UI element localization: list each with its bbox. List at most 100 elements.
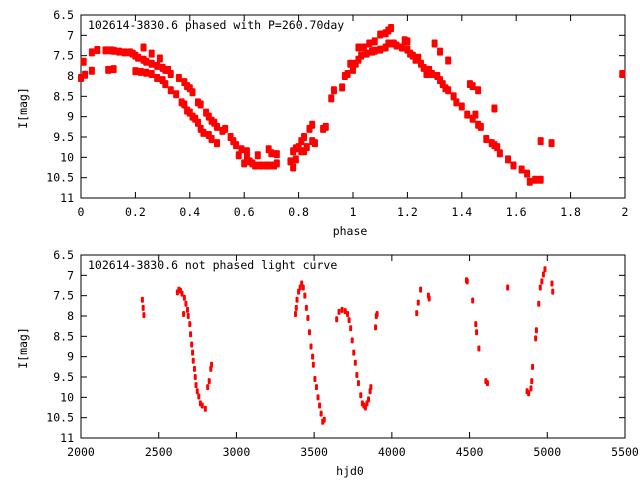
data-point: [189, 331, 193, 338]
data-point: [193, 374, 197, 380]
data-point: [252, 161, 259, 170]
data-point: [419, 286, 423, 293]
data-point: [537, 175, 544, 184]
data-point: [472, 110, 479, 119]
data-point: [367, 396, 371, 403]
data-point: [415, 53, 422, 62]
data-point: [303, 292, 307, 299]
data-point: [222, 124, 229, 133]
y-axis-label: I[mag]: [16, 327, 30, 369]
data-point: [273, 159, 280, 168]
data-point: [197, 100, 204, 109]
data-point: [148, 69, 155, 78]
data-point: [137, 67, 144, 76]
data-point: [316, 394, 320, 401]
data-point: [200, 402, 204, 409]
x-tick-label: 3000: [223, 445, 251, 459]
data-point: [208, 135, 215, 144]
data-point: [214, 139, 220, 148]
data-point: [233, 141, 240, 150]
data-point: [314, 384, 318, 391]
data-point: [328, 94, 335, 103]
data-point: [268, 149, 275, 158]
x-tick-label: 2: [622, 205, 629, 219]
data-point: [194, 382, 198, 389]
y-tick-label: 8: [67, 69, 74, 83]
data-point: [195, 388, 199, 395]
data-point: [428, 69, 435, 78]
data-point: [311, 139, 318, 148]
data-point: [102, 46, 109, 55]
data-point: [355, 371, 359, 378]
data-point: [534, 327, 538, 334]
data-point: [200, 128, 207, 137]
data-point: [358, 51, 365, 60]
y-tick-label: 7: [67, 268, 74, 282]
y-tick-label: 7.5: [53, 289, 74, 303]
y-tick-label: 8.5: [53, 329, 74, 343]
data-point: [477, 345, 481, 352]
data-point: [360, 43, 367, 52]
data-point: [191, 357, 195, 364]
data-point: [185, 306, 189, 313]
data-point: [135, 53, 142, 62]
data-point: [243, 147, 250, 156]
data-point: [192, 365, 196, 372]
x-tick-label: 4000: [378, 445, 406, 459]
data-point: [366, 39, 373, 48]
data-point: [524, 169, 531, 178]
data-point: [393, 41, 400, 50]
data-point: [437, 47, 444, 56]
y-tick-label: 10: [60, 390, 74, 404]
data-point: [537, 137, 544, 146]
data-point: [420, 63, 427, 72]
data-point: [203, 405, 207, 412]
data-point: [140, 43, 147, 52]
plot-title: 102614-3830.6 phased with P=260.70day: [88, 18, 344, 32]
data-point: [141, 304, 145, 311]
data-point: [148, 49, 155, 58]
y-tick-label: 6.5: [53, 248, 74, 262]
data-point: [110, 65, 117, 74]
data-point: [319, 410, 323, 417]
data-point: [483, 135, 490, 144]
data-point: [347, 59, 354, 68]
data-point: [142, 312, 146, 319]
data-point: [471, 297, 475, 304]
x-tick-label: 0: [78, 205, 85, 219]
data-point: [180, 290, 184, 297]
data-point: [88, 48, 95, 57]
x-tick-label: 2000: [67, 445, 95, 459]
data-point: [532, 175, 539, 184]
data-point: [377, 45, 384, 54]
data-point: [206, 384, 210, 391]
data-point: [450, 92, 457, 101]
unphased-plot: 102614-3830.6 not phased light curve hjd…: [16, 248, 639, 478]
data-point: [207, 378, 211, 385]
data-point: [322, 416, 326, 423]
data-point: [132, 67, 139, 76]
data-point: [350, 65, 356, 74]
data-point: [194, 118, 201, 127]
data-point: [474, 321, 478, 328]
data-point: [404, 37, 411, 46]
y-tick-label: 7.5: [53, 49, 74, 63]
data-point: [388, 24, 395, 33]
y-tick-label: 6.5: [53, 8, 74, 22]
data-point: [518, 165, 525, 174]
y-tick-label: 10: [60, 150, 74, 164]
y-tick-label: 11: [60, 431, 74, 445]
x-tick-label: 3500: [300, 445, 328, 459]
data-point: [88, 66, 95, 75]
data-point: [531, 363, 535, 370]
y-tick-label: 10.5: [46, 171, 74, 185]
data-point: [254, 151, 261, 160]
x-tick-label: 4500: [456, 445, 484, 459]
data-point: [363, 49, 370, 58]
data-point: [257, 161, 264, 170]
data-point: [173, 90, 180, 99]
data-point: [506, 284, 510, 291]
data-point: [427, 295, 431, 302]
data-point: [309, 343, 313, 350]
y-tick-label: 10.5: [46, 411, 74, 425]
